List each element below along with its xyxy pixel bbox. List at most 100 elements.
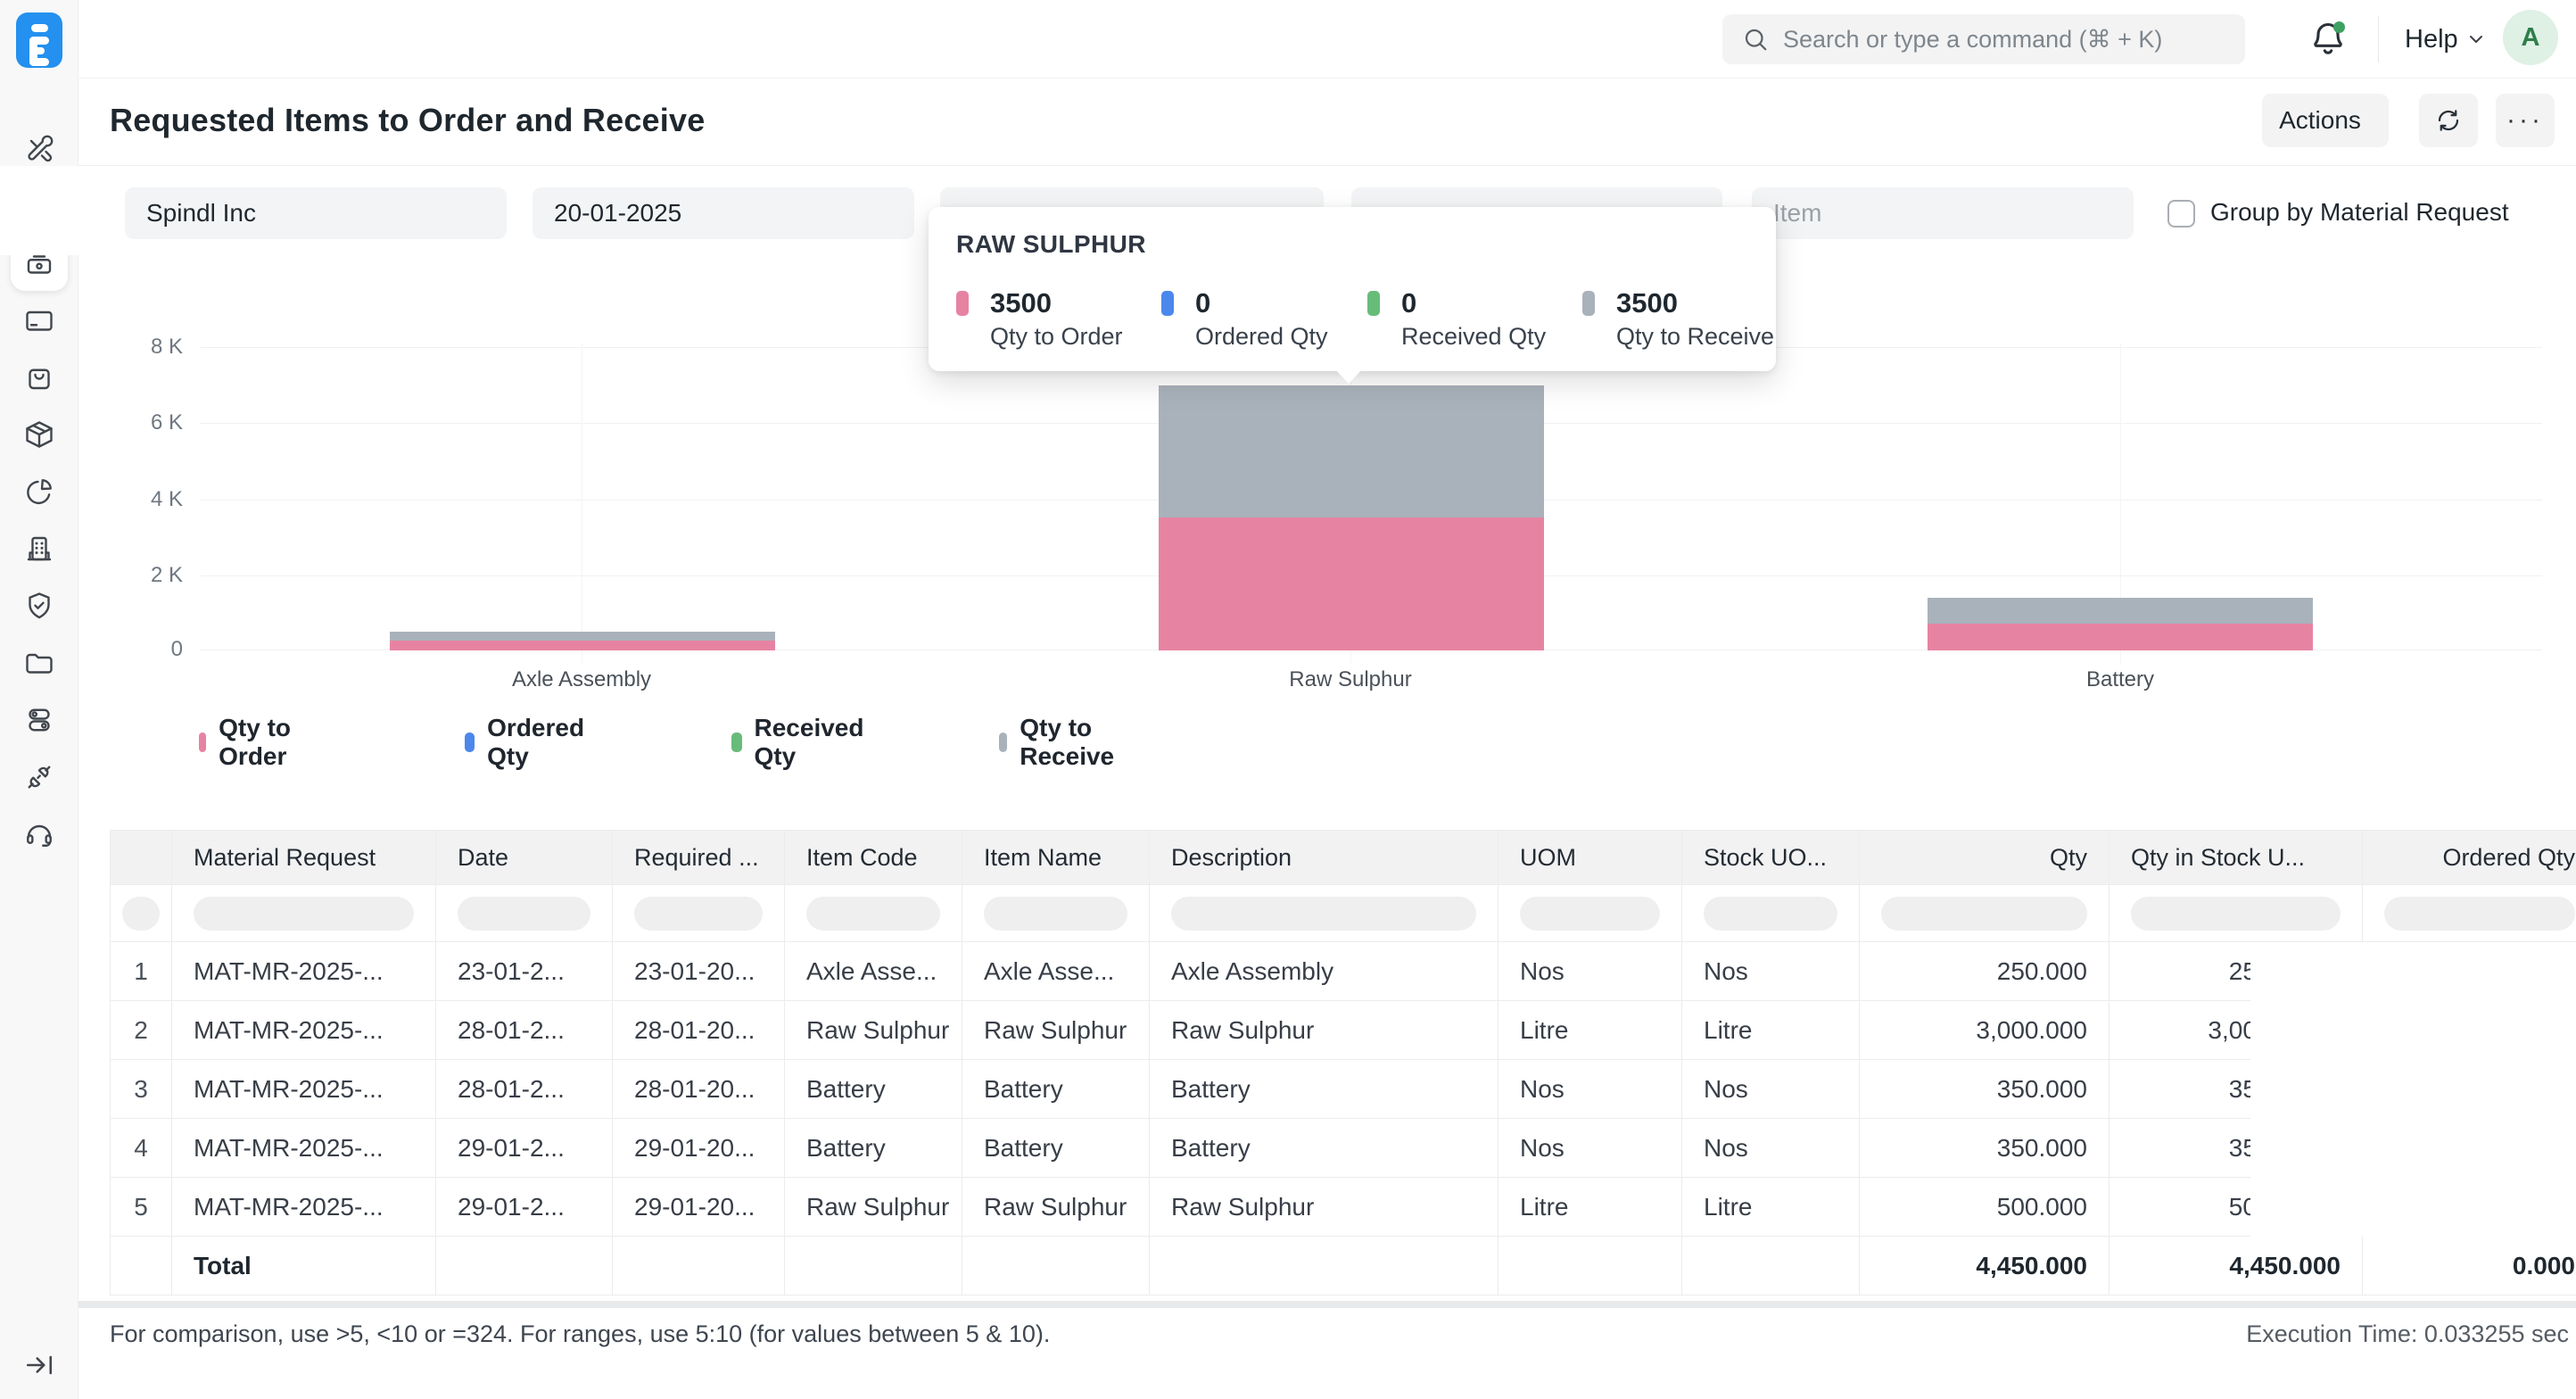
- expand-sidebar-icon[interactable]: [23, 1349, 55, 1381]
- legend-item: Ordered Qty: [465, 714, 589, 771]
- horizontal-scrollbar-track[interactable]: [78, 1301, 2576, 1308]
- column-filter-input[interactable]: [1704, 896, 1837, 931]
- column-header-description[interactable]: Description: [1150, 831, 1499, 884]
- item-filter[interactable]: Item: [1752, 187, 2134, 239]
- tooltip-swatch: [1367, 291, 1380, 316]
- cell-qty: 3,000.000: [1860, 1001, 2110, 1059]
- x-axis-label: Axle Assembly: [511, 667, 652, 691]
- table-row[interactable]: 4 MAT-MR-2025-... 29-01-2... 29-01-20...…: [111, 1119, 2576, 1178]
- notifications-bell-icon[interactable]: [2308, 20, 2348, 59]
- cell-item-code: Battery: [785, 1060, 962, 1118]
- more-options-button[interactable]: ···: [2496, 94, 2555, 147]
- legend-swatch: [999, 733, 1008, 752]
- filter-hint-text: For comparison, use >5, <10 or =324. For…: [110, 1320, 1051, 1347]
- column-filter-input[interactable]: [122, 896, 160, 931]
- cell-qty: 500.000: [1860, 1178, 2110, 1236]
- building-icon[interactable]: [23, 533, 55, 565]
- cell-stock-uom: Nos: [1682, 1119, 1860, 1177]
- clipped-region-overlay: [2250, 942, 2576, 1237]
- column-filter-input[interactable]: [806, 896, 940, 931]
- chart-plot-area: 8 K 6 K 4 K 2 K 0: [0, 335, 2576, 663]
- app-logo[interactable]: [16, 12, 62, 68]
- y-axis-tick: 8 K: [150, 335, 183, 359]
- plug-icon[interactable]: [23, 761, 55, 793]
- column-header-item-name[interactable]: Item Name: [962, 831, 1150, 884]
- table-row[interactable]: 3 MAT-MR-2025-... 28-01-2... 28-01-20...…: [111, 1060, 2576, 1119]
- column-header-uom[interactable]: UOM: [1499, 831, 1682, 884]
- from-date-filter[interactable]: 20-01-2025: [533, 187, 914, 239]
- total-qty-in-stock: 4,450.000: [2110, 1237, 2363, 1295]
- column-header-item-code[interactable]: Item Code: [785, 831, 962, 884]
- company-filter[interactable]: Spindl Inc: [125, 187, 507, 239]
- shopping-bag-icon[interactable]: [23, 361, 55, 393]
- package-icon[interactable]: [23, 418, 55, 451]
- table-row[interactable]: 5 MAT-MR-2025-... 29-01-2... 29-01-20...…: [111, 1178, 2576, 1237]
- table-row[interactable]: 1 MAT-MR-2025-... 23-01-2... 23-01-20...…: [111, 942, 2576, 1001]
- table-row[interactable]: 2 MAT-MR-2025-... 28-01-2... 28-01-20...…: [111, 1001, 2576, 1060]
- column-header-ordered-qty[interactable]: Ordered Qty: [2442, 843, 2575, 871]
- cell-material-request: MAT-MR-2025-...: [172, 1178, 436, 1236]
- bar-raw-sulphur[interactable]: [1159, 385, 1544, 650]
- execution-time-text: Execution Time: 0.033255 sec: [2246, 1320, 2569, 1347]
- bar-segment: [390, 631, 775, 642]
- legend-swatch: [199, 733, 207, 752]
- row-number: 1: [111, 942, 172, 1000]
- bar-battery[interactable]: [1928, 597, 2313, 650]
- report-table: Material Request Date Required ... Item …: [110, 830, 2576, 1296]
- cell-description: Battery: [1150, 1060, 1499, 1118]
- cell-description: Battery: [1150, 1119, 1499, 1177]
- global-search-input[interactable]: Search or type a command (⌘ + K): [1722, 14, 2245, 64]
- row-number: 5: [111, 1178, 172, 1236]
- page-title: Requested Items to Order and Receive: [110, 102, 706, 138]
- toggles-icon[interactable]: [23, 704, 55, 736]
- group-by-checkbox[interactable]: [2167, 200, 2195, 228]
- column-header-qty-in-stock[interactable]: Qty in Stock U...: [2110, 831, 2363, 884]
- credit-card-icon[interactable]: [23, 304, 55, 336]
- cell-description: Axle Assembly: [1150, 942, 1499, 1000]
- shield-check-icon[interactable]: [23, 590, 55, 622]
- legend-item: Qty to Order: [199, 714, 293, 771]
- pie-chart-icon[interactable]: [23, 476, 55, 508]
- tools-icon[interactable]: [23, 133, 55, 165]
- column-header-date[interactable]: Date: [436, 831, 613, 884]
- cell-stock-uom: Litre: [1682, 1178, 1860, 1236]
- column-filter-input[interactable]: [984, 896, 1127, 931]
- column-filter-input[interactable]: [1881, 896, 2087, 931]
- row-number: 2: [111, 1001, 172, 1059]
- help-menu[interactable]: Help: [2405, 21, 2487, 57]
- avatar[interactable]: A: [2503, 10, 2558, 65]
- refresh-button[interactable]: [2419, 94, 2478, 147]
- cell-date: 28-01-2...: [436, 1060, 613, 1118]
- cell-material-request: MAT-MR-2025-...: [172, 942, 436, 1000]
- headset-icon[interactable]: [23, 818, 55, 850]
- cell-item-name: Battery: [962, 1119, 1150, 1177]
- cell-uom: Nos: [1499, 1119, 1682, 1177]
- y-axis-tick: 6 K: [150, 410, 183, 435]
- column-filter-input[interactable]: [2384, 896, 2575, 931]
- bar-axle-assembly[interactable]: [390, 631, 775, 650]
- actions-button[interactable]: Actions: [2262, 94, 2389, 147]
- column-filter-input[interactable]: [1520, 896, 1660, 931]
- column-filter-input[interactable]: [458, 896, 590, 931]
- column-header-required-by[interactable]: Required ...: [613, 831, 785, 884]
- gridline: [2120, 344, 2121, 663]
- cell-item-code: Raw Sulphur: [785, 1178, 962, 1236]
- column-header-material-request[interactable]: Material Request: [172, 831, 436, 884]
- y-axis-tick: 2 K: [150, 563, 183, 587]
- cell-required-by: 28-01-20...: [613, 1001, 785, 1059]
- column-filter-input[interactable]: [194, 896, 414, 931]
- folder-icon[interactable]: [23, 647, 55, 679]
- column-header-qty[interactable]: Qty: [1860, 831, 2110, 884]
- column-filter-input[interactable]: [2131, 896, 2341, 931]
- bar-segment: [1159, 385, 1544, 518]
- cell-uom: Nos: [1499, 1060, 1682, 1118]
- cell-date: 23-01-2...: [436, 942, 613, 1000]
- bar-segment: [1159, 517, 1544, 650]
- column-filter-input[interactable]: [634, 896, 763, 931]
- total-ordered-qty: 0.000: [2512, 1251, 2575, 1279]
- column-header-stock-uom[interactable]: Stock UO...: [1682, 831, 1860, 884]
- cell-stock-uom: Litre: [1682, 1001, 1860, 1059]
- column-filter-input[interactable]: [1171, 896, 1476, 931]
- column-header[interactable]: [111, 831, 172, 884]
